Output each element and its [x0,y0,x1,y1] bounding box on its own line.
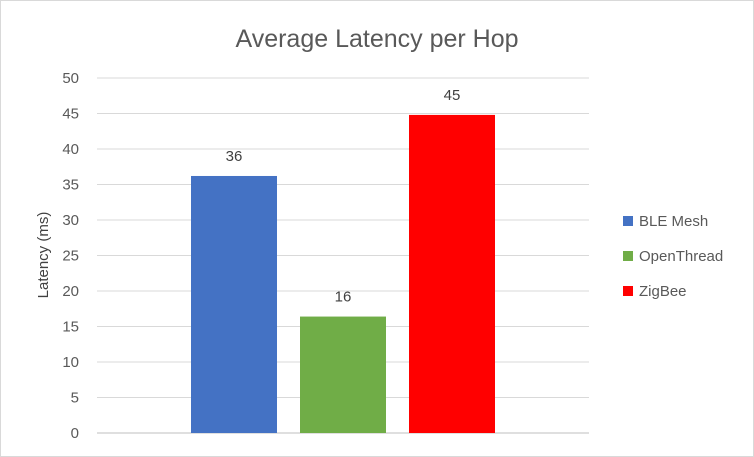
y-tick-label: 20 [62,283,79,300]
bars [191,114,495,434]
data-label: 36 [226,148,243,165]
legend-label: OpenThread [639,248,723,265]
legend-label: BLE Mesh [639,213,708,230]
y-tick-label: 15 [62,319,79,336]
y-tick-label: 0 [71,425,79,442]
legend: BLE Mesh OpenThread ZigBee [623,213,723,300]
gridlines [97,77,589,434]
data-labels: 36 16 45 [226,87,461,306]
y-axis-label: Latency (ms) [35,212,52,299]
y-tick-label: 10 [62,354,79,371]
y-tick-label: 5 [71,390,79,407]
y-axis-ticks: 0 5 10 15 20 25 30 35 40 45 50 [62,70,79,442]
y-tick-label: 30 [62,212,79,229]
y-tick-label: 45 [62,106,79,123]
bar [409,114,495,434]
data-label: 16 [335,289,352,306]
y-tick-label: 40 [62,141,79,158]
y-tick-label: 25 [62,248,79,265]
y-tick-label: 35 [62,177,79,194]
chart-title: Average Latency per Hop [235,25,518,53]
data-label: 45 [444,87,461,104]
legend-swatch [623,286,633,296]
y-tick-label: 50 [62,70,79,87]
legend-swatch [623,216,633,226]
bar [191,175,277,434]
bar [300,316,386,433]
legend-swatch [623,251,633,261]
legend-label: ZigBee [639,283,687,300]
